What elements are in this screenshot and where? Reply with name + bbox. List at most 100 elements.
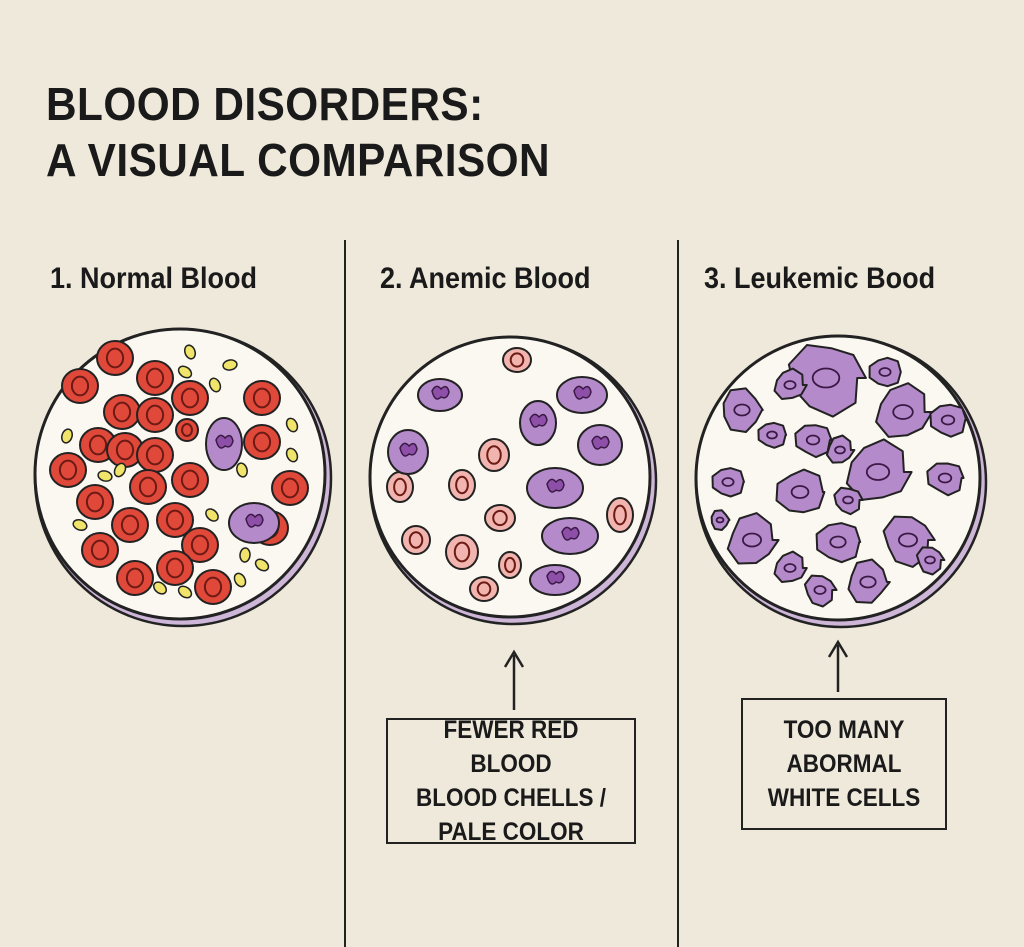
abnormal-white-cell — [926, 462, 965, 497]
abnormal-white-cell — [726, 512, 780, 565]
abnormal-white-cell — [710, 509, 731, 531]
red-blood-cell — [243, 380, 281, 416]
title-line-2: A VISUAL COMPARISON — [46, 134, 551, 186]
abnormal-white-cell — [868, 356, 902, 388]
note-line: WHITE CELLS — [767, 784, 921, 812]
platelet — [239, 547, 251, 563]
note-line: TOO MANY — [783, 716, 905, 744]
abnormal-white-cell — [915, 546, 946, 576]
page-title: BLOOD DISORDERS: A VISUAL COMPARISON — [46, 76, 550, 188]
anemic-note-box: FEWER RED BLOOD BLOOD CHELLS / PALE COLO… — [386, 716, 636, 846]
platelet — [113, 462, 127, 478]
red-blood-cell — [502, 347, 532, 373]
red-blood-cell — [156, 550, 194, 586]
divider — [677, 240, 679, 947]
platelet — [177, 585, 193, 599]
panel-heading-anemic: 2. Anemic Blood — [380, 262, 591, 295]
white-blood-cell — [526, 467, 584, 509]
note-line: FEWER RED BLOOD — [443, 716, 579, 778]
normal-blood-smear — [33, 327, 333, 628]
red-blood-cell — [271, 470, 309, 506]
platelet — [222, 359, 238, 371]
platelet — [285, 417, 299, 433]
abnormal-white-cell — [757, 421, 788, 449]
white-blood-cell — [417, 378, 463, 412]
panel-heading-normal: 1. Normal Blood — [50, 262, 258, 295]
abnormal-white-cell — [929, 403, 968, 438]
platelet — [152, 581, 168, 595]
white-blood-cell — [577, 424, 623, 466]
platelet — [61, 428, 73, 444]
abnormal-white-cell — [845, 438, 913, 501]
note-line: BLOOD CHELLS / — [415, 784, 606, 812]
abnormal-white-cell — [847, 558, 891, 604]
red-blood-cell — [171, 380, 209, 416]
white-blood-cell — [556, 376, 608, 414]
red-blood-cell — [156, 502, 194, 538]
arrow-leukemic — [827, 639, 849, 692]
white-blood-cell — [519, 400, 557, 446]
abnormal-white-cell — [803, 574, 838, 608]
red-blood-cell — [498, 551, 522, 579]
platelet — [233, 572, 247, 588]
red-blood-cell — [484, 504, 516, 532]
red-blood-cell — [194, 569, 232, 605]
platelet — [177, 365, 193, 379]
red-blood-cell — [103, 394, 141, 430]
red-blood-cell — [116, 560, 154, 596]
platelet — [72, 518, 88, 532]
platelet — [183, 344, 197, 360]
red-blood-cell — [243, 424, 281, 460]
platelet — [208, 377, 222, 393]
anemic-blood-smear — [368, 335, 658, 626]
abnormal-white-cell — [722, 387, 764, 433]
red-blood-cell — [606, 497, 634, 533]
red-blood-cell — [171, 462, 209, 498]
red-blood-cell — [448, 469, 476, 501]
red-blood-cell — [136, 437, 174, 473]
red-blood-cell — [111, 507, 149, 543]
platelet — [236, 462, 248, 478]
abnormal-white-cell — [825, 434, 856, 464]
abnormal-white-cell — [775, 468, 826, 514]
platelet — [285, 447, 299, 463]
abnormal-white-cell — [711, 467, 745, 498]
red-blood-cell — [81, 532, 119, 568]
abnormal-white-cell — [875, 382, 934, 438]
platelet — [254, 558, 270, 572]
abnormal-white-cell — [794, 424, 833, 459]
platelet — [97, 470, 113, 482]
note-line: PALE COLOR — [438, 818, 584, 846]
red-blood-cell — [136, 360, 174, 396]
arrow-anemic — [503, 649, 525, 710]
white-blood-cell — [228, 502, 280, 544]
abnormal-white-cell — [815, 522, 862, 564]
leukemic-blood-smear — [694, 334, 988, 629]
white-blood-cell — [387, 429, 429, 475]
red-blood-cell — [478, 438, 510, 472]
red-blood-cell — [61, 368, 99, 404]
note-line: ABORMAL — [786, 750, 902, 778]
white-blood-cell — [529, 564, 581, 596]
red-blood-cell — [175, 418, 199, 442]
panel-heading-leukemic: 3. Leukemic Bood — [704, 262, 936, 295]
divider — [344, 240, 346, 947]
abnormal-white-cell — [833, 486, 864, 516]
white-blood-cell — [205, 417, 243, 471]
abnormal-white-cell — [787, 344, 867, 418]
platelet — [205, 508, 219, 522]
red-blood-cell — [181, 527, 219, 563]
white-blood-cell — [541, 517, 599, 555]
abnormal-white-cell — [773, 367, 808, 400]
red-blood-cell — [386, 471, 414, 503]
red-blood-cell — [76, 484, 114, 520]
red-blood-cell — [136, 397, 174, 433]
red-blood-cell — [49, 452, 87, 488]
title-line-1: BLOOD DISORDERS: — [46, 78, 484, 130]
leukemic-note-box: TOO MANY ABORMAL WHITE CELLS — [741, 698, 947, 830]
red-blood-cell — [469, 576, 499, 602]
red-blood-cell — [129, 469, 167, 505]
red-blood-cell — [445, 534, 479, 570]
abnormal-white-cell — [773, 550, 808, 583]
